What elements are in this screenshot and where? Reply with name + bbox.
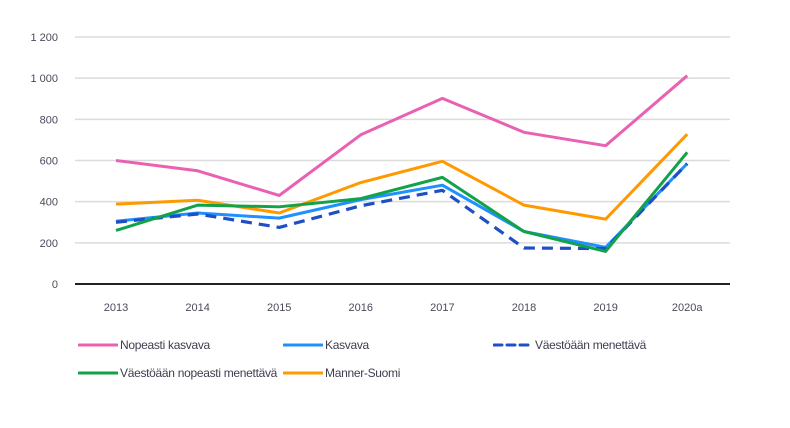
x-tick-label: 2016: [349, 302, 373, 314]
legend-item: Väestöään menettävä: [493, 338, 646, 352]
x-tick-label: 2015: [267, 302, 291, 314]
y-tick-label: 600: [40, 156, 58, 168]
x-tick-label: 2020a: [672, 302, 703, 314]
legend-swatch: [78, 371, 118, 375]
legend-swatch: [78, 343, 118, 347]
legend-label: Väestöään menettävä: [535, 338, 647, 352]
y-tick-label: 0: [52, 279, 58, 291]
legend-label: Manner-Suomi: [325, 366, 401, 380]
legend-label: Kasvava: [325, 338, 369, 352]
legend-item: Kasvava: [283, 338, 369, 352]
y-tick-label: 400: [40, 197, 58, 209]
series-lines: [115, 74, 689, 253]
legend-label: Nopeasti kasvava: [120, 338, 210, 352]
legend-swatch: [283, 371, 323, 375]
series-line-väestöään-nopeasti-menettävä: [115, 151, 689, 253]
x-tick-label: 2014: [185, 302, 209, 314]
y-tick-label: 200: [40, 238, 58, 250]
y-tick-label: 1 000: [30, 73, 58, 85]
legend-item: Nopeasti kasvava: [78, 338, 210, 352]
legend-swatch: [493, 343, 533, 347]
series-line-nopeasti-kasvava: [115, 74, 689, 197]
x-tick-label: 2013: [104, 302, 128, 314]
x-tick-label: 2017: [430, 302, 454, 314]
legend-swatch: [283, 343, 323, 347]
y-tick-label: 800: [40, 114, 58, 126]
legend-item: Väestöään nopeasti menettävä: [78, 366, 277, 380]
legend-label: Väestöään nopeasti menettävä: [120, 366, 278, 380]
x-axis-ticks: 2013 2014 2015 2016 2017 2018 2019 2020a: [104, 302, 704, 314]
x-tick-label: 2018: [512, 302, 536, 314]
legend-item: Manner-Suomi: [283, 366, 400, 380]
series-line-väestöään-menettävä: [115, 162, 689, 251]
x-tick-label: 2019: [593, 302, 617, 314]
y-tick-label: 1 200: [30, 32, 58, 44]
y-axis-ticks: 0 200 400 600 800 1 000 1 200: [30, 32, 58, 291]
series-line-manner-suomi: [115, 133, 689, 221]
series-line-kasvava: [115, 162, 689, 249]
